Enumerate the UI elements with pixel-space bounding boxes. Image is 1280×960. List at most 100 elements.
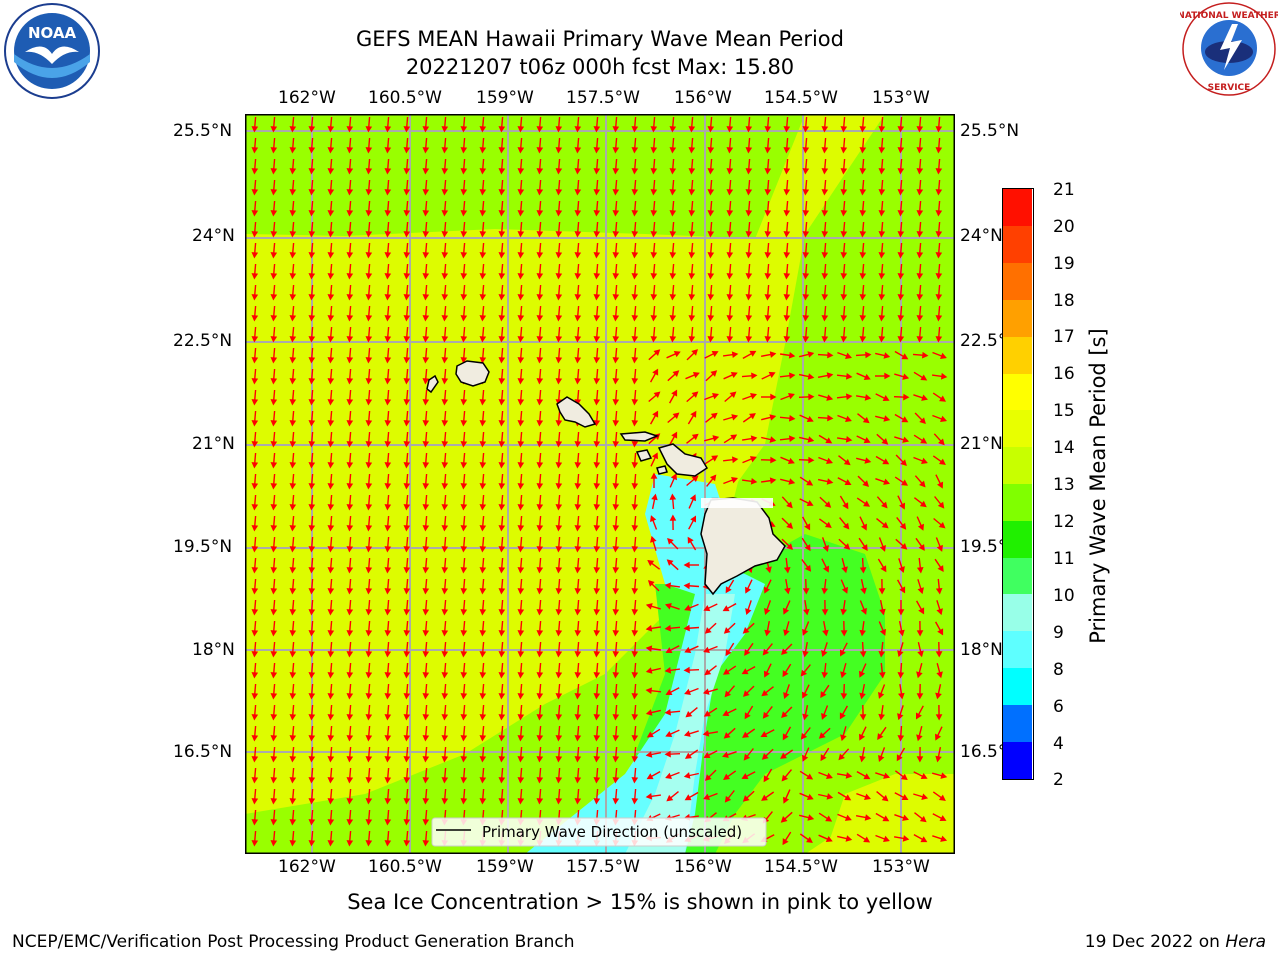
wave-direction-arrowhead: [327, 714, 335, 721]
wave-direction-arrowhead: [365, 399, 373, 406]
wave-direction-arrowhead: [289, 189, 297, 196]
wave-direction-arrowhead: [574, 504, 582, 511]
chart-title-line1: GEFS MEAN Hawaii Primary Wave Mean Perio…: [356, 27, 844, 51]
wave-direction-arrowhead: [346, 294, 354, 301]
wave-direction-arrowhead: [878, 147, 886, 154]
wave-direction-arrowhead: [786, 522, 794, 529]
lat-label-left: 21°N: [192, 434, 235, 454]
wave-direction-arrowhead: [441, 168, 449, 175]
wave-direction-arrowhead: [840, 734, 847, 742]
wave-direction-arrowhead: [327, 525, 335, 532]
wave-direction-arrowhead: [308, 294, 316, 301]
wave-direction-arrowhead: [308, 357, 316, 364]
wave-direction-arrowhead: [479, 210, 487, 217]
wave-direction-arrowhead: [517, 462, 525, 469]
wave-direction-arrowhead: [517, 798, 525, 805]
wave-direction-arrowhead: [881, 501, 888, 509]
wave-direction-arrowhead: [479, 147, 487, 154]
wave-direction-arrowhead: [270, 378, 278, 385]
wave-direction-arrowhead: [308, 378, 316, 385]
wave-direction-arrowhead: [270, 714, 278, 721]
wave-direction-arrowhead: [865, 351, 872, 359]
wave-direction-arrowhead: [365, 483, 373, 490]
wave-direction-arrowhead: [783, 566, 791, 574]
wave-direction-arrowhead: [859, 294, 867, 301]
wave-direction-arrowhead: [479, 588, 487, 595]
wave-direction-arrowhead: [760, 731, 768, 737]
wave-direction-arrowhead: [270, 252, 278, 259]
wave-direction-arrowhead: [403, 609, 411, 616]
wave-direction-arrowhead: [704, 668, 712, 676]
lon-label-top: 157.5°W: [566, 88, 640, 108]
wave-direction-arrowhead: [612, 462, 620, 469]
wave-direction-arrowhead: [726, 273, 734, 280]
wave-direction-arrowhead: [308, 126, 316, 133]
wave-direction-arrowhead: [802, 294, 810, 301]
wave-direction-arrowhead: [403, 483, 411, 490]
wave-direction-arrowhead: [726, 168, 734, 175]
wave-direction-arrowhead: [845, 352, 852, 359]
wave-direction-arrowhead: [826, 478, 834, 485]
wave-direction-arrowhead: [479, 672, 487, 679]
wave-direction-arrowhead: [864, 793, 871, 800]
wave-direction-arrowhead: [612, 672, 620, 679]
wave-direction-arrowhead: [384, 126, 392, 133]
wave-direction-arrowhead: [826, 372, 834, 379]
wave-direction-arrowhead: [536, 210, 544, 217]
wave-direction-arrowhead: [308, 777, 316, 784]
wave-direction-arrowhead: [722, 751, 729, 758]
wave-direction-arrowhead: [800, 669, 808, 677]
wave-direction-arrowhead: [897, 273, 905, 280]
wave-direction-arrowhead: [688, 336, 696, 343]
wave-direction-arrowhead: [712, 393, 719, 400]
wave-direction-arrowhead: [684, 604, 692, 611]
wave-direction-arrowhead: [327, 819, 335, 826]
wave-direction-arrowhead: [726, 294, 734, 301]
wave-direction-arrowhead: [498, 483, 506, 490]
wave-direction-arrowhead: [821, 650, 828, 657]
wave-direction-arrowhead: [897, 189, 905, 196]
wave-direction-arrowhead: [859, 189, 867, 196]
wave-direction-arrowhead: [859, 567, 867, 574]
colorbar-tick: 14: [1053, 438, 1075, 458]
wave-direction-arrowhead: [384, 441, 392, 448]
wave-direction-arrowhead: [365, 588, 373, 595]
wave-direction-arrowhead: [593, 483, 601, 490]
wave-direction-arrowhead: [517, 357, 525, 364]
wave-direction-arrowhead: [308, 210, 316, 217]
wave-direction-arrowhead: [821, 231, 829, 238]
wave-direction-arrowhead: [270, 777, 278, 784]
wave-direction-arrowhead: [664, 667, 672, 674]
wave-direction-arrowhead: [498, 588, 506, 595]
wave-direction-arrowhead: [764, 629, 771, 637]
colorbar-tick: 11: [1053, 549, 1075, 569]
wave-direction-arrowhead: [251, 399, 259, 406]
wave-direction-arrowhead: [422, 399, 430, 406]
wave-direction-arrowhead: [346, 483, 354, 490]
wave-direction-arrowhead: [460, 588, 468, 595]
wave-direction-arrowhead: [688, 315, 696, 322]
wave-direction-arrowhead: [422, 735, 430, 742]
wave-direction-arrowhead: [308, 420, 316, 427]
wave-direction-arrowhead: [631, 483, 639, 490]
wave-direction-arrowhead: [517, 378, 525, 385]
wave-direction-arrowhead: [308, 588, 316, 595]
wave-direction-arrowhead: [745, 189, 753, 196]
wave-direction-arrowhead: [844, 814, 852, 821]
wave-direction-arrowhead: [422, 210, 430, 217]
wave-direction-arrowhead: [902, 814, 909, 821]
wave-direction-arrowhead: [664, 624, 672, 632]
wave-direction-arrowhead: [289, 273, 297, 280]
wave-direction-arrowhead: [878, 692, 885, 699]
wave-direction-arrowhead: [802, 147, 810, 154]
wave-direction-arrowhead: [935, 651, 943, 658]
wave-direction-arrowhead: [498, 756, 506, 763]
wave-direction-arrowhead: [683, 582, 690, 590]
wave-direction-arrowhead: [555, 231, 563, 238]
wave-direction-arrowhead: [384, 462, 392, 469]
wave-period-map: Primary Wave Direction (unscaled): [245, 114, 955, 854]
wave-direction-arrowhead: [460, 147, 468, 154]
lat-label-right: 25.5°N: [960, 121, 1020, 141]
wave-direction-arrowhead: [460, 504, 468, 511]
wave-direction-arrowhead: [251, 420, 259, 427]
